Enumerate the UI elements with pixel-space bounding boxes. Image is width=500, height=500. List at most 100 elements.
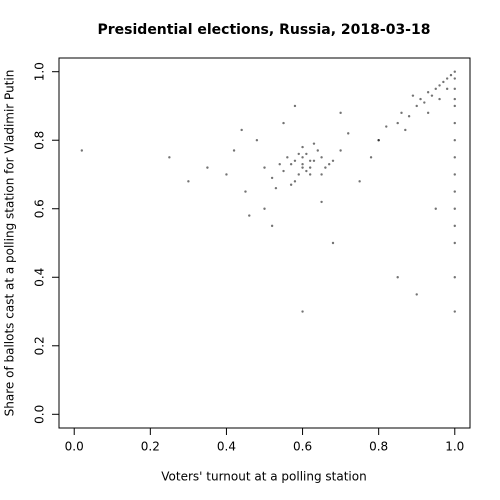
point: [415, 293, 418, 296]
point: [453, 241, 456, 245]
point: [232, 149, 236, 152]
point: [426, 111, 430, 115]
point: [453, 207, 456, 210]
plot-frame: [58, 57, 471, 429]
point: [320, 173, 323, 176]
point: [358, 180, 361, 183]
point: [453, 104, 456, 108]
point: [385, 125, 388, 128]
point: [301, 166, 304, 169]
point: [320, 200, 323, 204]
point: [282, 121, 285, 125]
point: [297, 152, 300, 156]
point: [404, 128, 407, 132]
x-tick-label: 0.4: [217, 440, 236, 454]
point: [377, 139, 380, 142]
point: [301, 310, 304, 313]
point: [168, 156, 171, 159]
point: [400, 111, 403, 115]
point: [312, 142, 316, 145]
point: [263, 166, 266, 169]
point: [438, 84, 441, 87]
point: [305, 169, 308, 173]
point: [293, 159, 297, 162]
point: [327, 163, 331, 166]
point: [445, 77, 449, 80]
point: [453, 97, 456, 101]
point: [453, 121, 456, 125]
point: [438, 97, 441, 101]
point: [453, 310, 456, 313]
point: [369, 156, 373, 159]
y-tick-label: 0.6: [33, 199, 47, 218]
point: [453, 77, 456, 80]
point: [453, 190, 456, 193]
point: [297, 173, 300, 176]
chart-title: Presidential elections, Russia, 2018-03-…: [98, 22, 431, 38]
point: [312, 159, 316, 162]
point: [206, 166, 209, 169]
point: [80, 149, 84, 152]
point: [339, 111, 342, 115]
point: [453, 276, 456, 279]
point: [308, 166, 312, 169]
y-tick-label: 0.2: [33, 336, 47, 355]
x-tick-label: 0.0: [65, 440, 84, 454]
point: [255, 139, 259, 142]
x-tick-label: 0.8: [369, 440, 388, 454]
point: [453, 70, 456, 73]
point: [282, 169, 285, 173]
point: [289, 183, 293, 186]
point: [286, 156, 289, 159]
y-tick-label: 0.0: [33, 405, 47, 424]
point: [293, 104, 297, 108]
point: [331, 241, 335, 245]
y-tick-label: 0.4: [33, 268, 47, 287]
point: [453, 173, 456, 176]
point: [289, 163, 293, 166]
point: [423, 101, 426, 104]
point: [434, 87, 437, 91]
point: [187, 180, 190, 183]
point: [434, 207, 437, 210]
point: [324, 166, 327, 169]
y-tick-label: 1.0: [33, 62, 47, 81]
point: [396, 276, 399, 279]
point: [339, 149, 342, 152]
point: [331, 159, 335, 162]
point: [270, 176, 274, 180]
point: [430, 94, 434, 97]
point: [316, 149, 319, 152]
point: [419, 97, 422, 101]
point: [308, 159, 312, 162]
point: [248, 214, 251, 217]
point: [453, 87, 456, 91]
point: [347, 132, 350, 135]
point: [407, 115, 411, 118]
point: [320, 156, 323, 159]
point: [453, 139, 456, 142]
point: [453, 156, 456, 159]
point: [244, 190, 247, 193]
point: [301, 163, 304, 166]
point: [225, 173, 228, 176]
point: [278, 163, 281, 166]
x-tick-label: 1.0: [445, 440, 464, 454]
x-tick-label: 0.2: [141, 440, 160, 454]
point: [305, 152, 308, 156]
point: [411, 94, 415, 97]
point: [270, 224, 274, 228]
point: [274, 186, 278, 190]
point: [240, 128, 243, 132]
y-tick-label: 0.8: [33, 131, 47, 150]
point: [301, 145, 304, 149]
point: [293, 180, 297, 183]
point: [263, 207, 266, 210]
point: [453, 224, 456, 228]
point: [301, 156, 304, 159]
point: [415, 104, 418, 108]
point: [449, 73, 453, 77]
point: [442, 80, 445, 84]
